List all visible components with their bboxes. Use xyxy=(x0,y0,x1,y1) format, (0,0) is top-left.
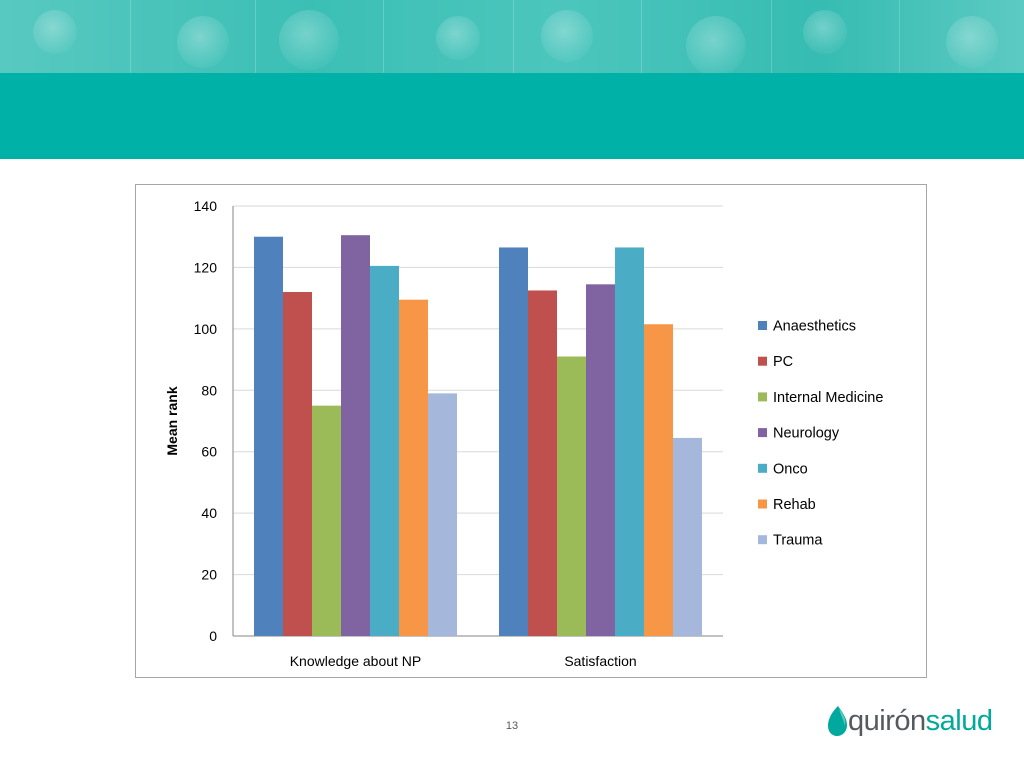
legend-swatch xyxy=(758,499,767,509)
page-number: 13 xyxy=(505,720,519,732)
banner-photo-tile xyxy=(641,0,772,73)
bar xyxy=(254,236,283,636)
bar xyxy=(557,356,586,636)
bar xyxy=(528,290,557,636)
y-tick-label: 100 xyxy=(194,321,218,337)
legend-label: Neurology xyxy=(773,426,840,442)
y-tick-label: 140 xyxy=(194,198,218,214)
legend-label: PC xyxy=(773,354,793,370)
legend-swatch xyxy=(758,321,767,330)
logo-text-salud: salud xyxy=(925,705,993,737)
bar xyxy=(499,247,528,636)
banner-photo-tile xyxy=(771,0,900,73)
logo-drop-icon xyxy=(828,706,847,736)
logo-text-quiron: quirón xyxy=(848,705,926,737)
banner-photo-face xyxy=(33,10,77,54)
y-tick-label: 120 xyxy=(194,259,218,275)
banner-photo-tile xyxy=(513,0,642,73)
bar xyxy=(399,299,428,636)
legend-label: Internal Medicine xyxy=(773,390,883,406)
banner-photo-tile xyxy=(0,0,131,73)
bar xyxy=(644,324,673,636)
banner-photo-tile xyxy=(383,0,514,73)
bar-chart: 0 20 40 60 80 100 120 140 Knowledge about NP Sati… xyxy=(164,198,883,669)
bar xyxy=(341,235,370,636)
banner-photo-face xyxy=(803,10,847,54)
bar xyxy=(428,393,457,636)
banner-photo-face xyxy=(436,16,480,60)
y-tick-label: 60 xyxy=(201,444,217,460)
banner-photo-face xyxy=(541,10,593,62)
y-tick-label: 0 xyxy=(209,628,217,644)
header-photo-banner xyxy=(0,0,1024,73)
legend-swatch xyxy=(758,535,767,545)
banner-photo-face xyxy=(279,10,339,70)
y-tick-label: 20 xyxy=(201,567,217,583)
bar xyxy=(312,405,341,636)
legend-label: Trauma xyxy=(773,533,823,549)
header-teal-band xyxy=(0,73,1024,159)
x-category-label: Knowledge about NP xyxy=(290,653,422,669)
bar xyxy=(673,437,702,636)
y-axis-title: Mean rank xyxy=(164,386,180,455)
banner-photo-tile xyxy=(130,0,256,73)
banner-photo-face xyxy=(945,16,998,68)
quironsalud-logo: quirónsalud xyxy=(826,702,1006,742)
legend-swatch xyxy=(758,428,767,438)
banner-photo-tile xyxy=(899,0,1024,73)
legend-label: Onco xyxy=(773,461,808,477)
bar xyxy=(283,292,312,636)
banner-photo-face xyxy=(176,16,229,68)
chart-frame: 0 20 40 60 80 100 120 140 Knowledge about NP Sati… xyxy=(135,184,927,678)
x-category-label: Satisfaction xyxy=(564,653,636,669)
legend-label: Rehab xyxy=(773,497,816,513)
bar xyxy=(370,265,399,636)
banner-photo-face xyxy=(686,16,746,73)
y-tick-label: 80 xyxy=(201,382,217,398)
bar xyxy=(615,247,644,636)
legend-swatch xyxy=(758,463,767,473)
legend-swatch xyxy=(758,392,767,402)
banner-photo-tile xyxy=(255,0,384,73)
y-tick-label: 40 xyxy=(201,505,217,521)
bar xyxy=(586,284,615,636)
legend-swatch xyxy=(758,356,767,366)
legend-label: Anaesthetics xyxy=(773,319,856,335)
